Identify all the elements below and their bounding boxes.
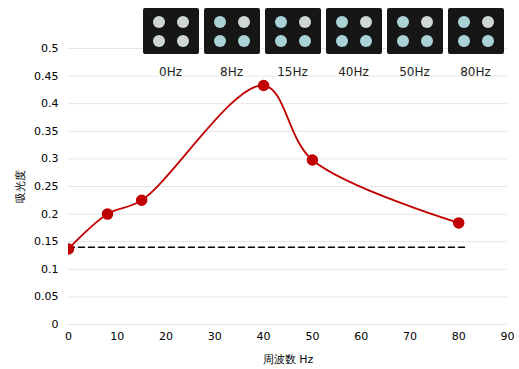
- html-text:0Hz: 0Hz: [159, 65, 182, 79]
- html-text:15Hz: 15Hz: [277, 65, 308, 79]
- svg-text:30: 30: [208, 330, 222, 343]
- svg-text:0.3: 0.3: [41, 152, 59, 165]
- svg-text:0: 0: [65, 330, 72, 343]
- svg-text:0.2: 0.2: [41, 208, 59, 221]
- svg-text:0.15: 0.15: [34, 235, 59, 248]
- svg-text:90: 90: [501, 330, 515, 343]
- svg-text:40: 40: [257, 330, 271, 343]
- svg-text:20: 20: [159, 330, 173, 343]
- svg-text:吸光度: 吸光度: [14, 170, 27, 203]
- svg-text:0.4: 0.4: [41, 97, 59, 110]
- svg-text:50: 50: [305, 330, 319, 343]
- svg-text:0.35: 0.35: [34, 125, 59, 138]
- svg-text:80: 80: [452, 330, 466, 343]
- svg-text:0.45: 0.45: [34, 70, 59, 83]
- svg-text:周波数 Hz: 周波数 Hz: [263, 353, 314, 366]
- svg-text:60: 60: [354, 330, 368, 343]
- html-text:50Hz: 50Hz: [399, 65, 430, 79]
- svg-text:0.25: 0.25: [34, 180, 59, 193]
- html-text:8Hz: 8Hz: [220, 65, 243, 79]
- svg-text:10: 10: [110, 330, 124, 343]
- svg-text:0.05: 0.05: [34, 290, 59, 303]
- svg-text:70: 70: [403, 330, 417, 343]
- svg-text:0.5: 0.5: [41, 42, 59, 55]
- svg-text:0: 0: [52, 318, 59, 331]
- html-text:40Hz: 40Hz: [338, 65, 369, 79]
- svg-text:0.1: 0.1: [41, 263, 59, 276]
- html-text:80Hz: 80Hz: [460, 65, 491, 79]
